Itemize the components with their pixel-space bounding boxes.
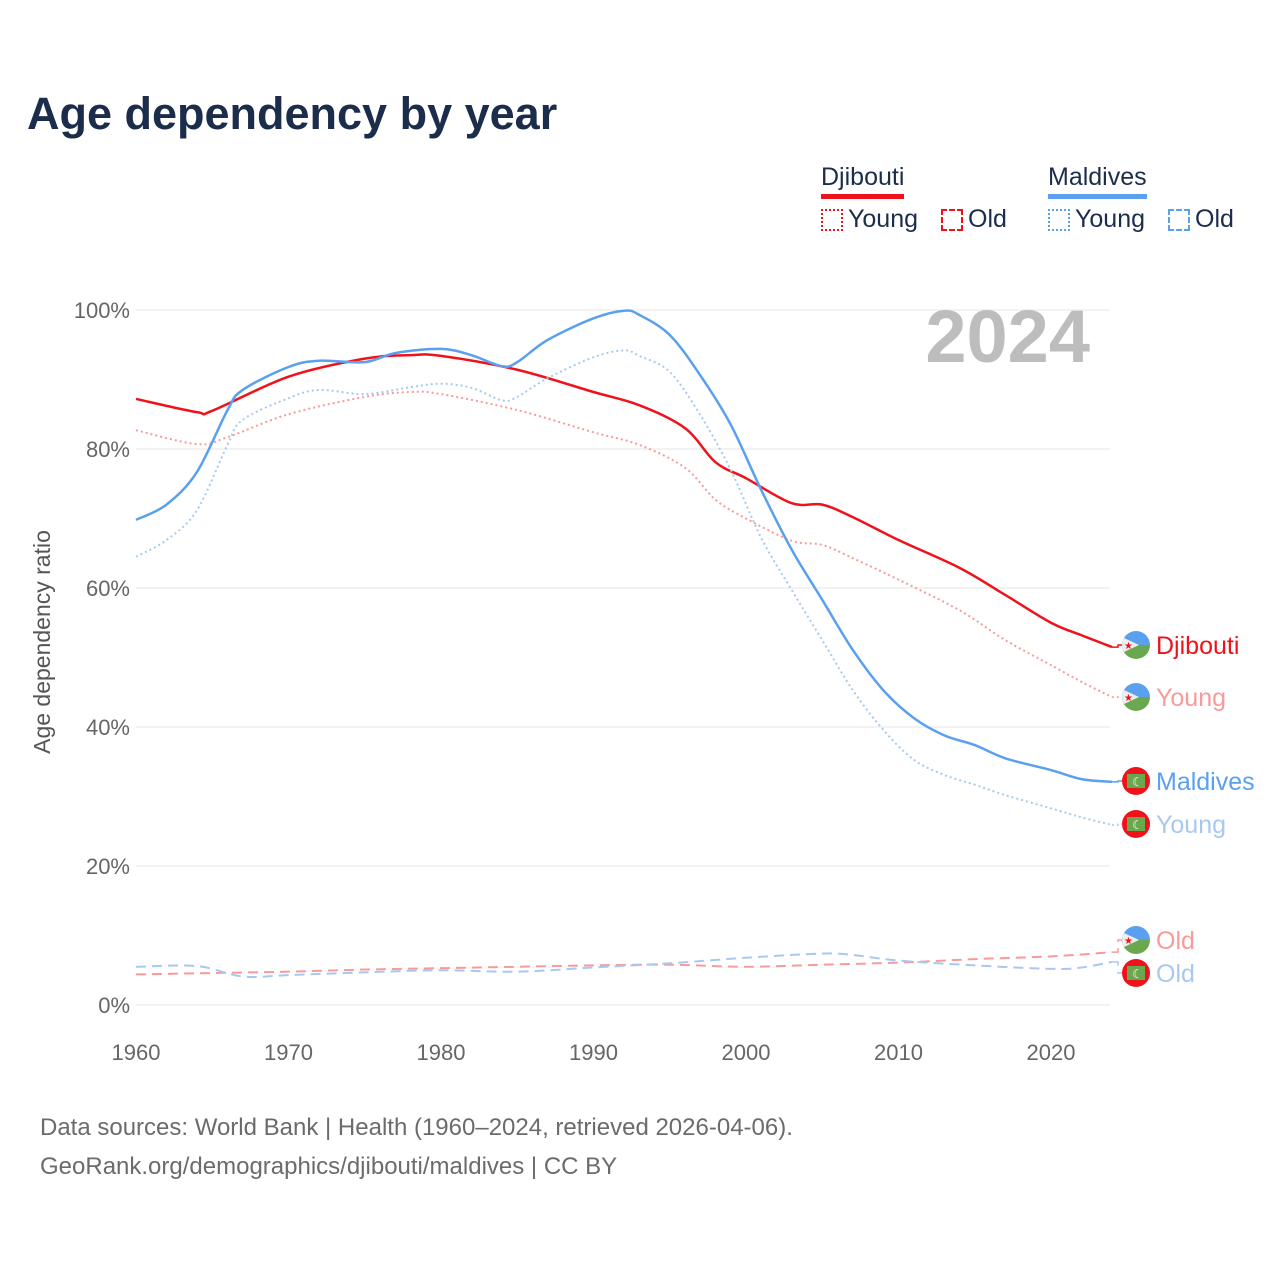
crescent-icon: ☾ — [1132, 967, 1143, 981]
x-tick-label: 1980 — [417, 1040, 466, 1065]
maldives-flag-icon: ☾ — [1122, 767, 1150, 795]
data-source-note: Data sources: World Bank | Health (1960–… — [40, 1114, 793, 1141]
series-end-label: Djibouti — [1156, 632, 1239, 660]
leader-line — [1112, 644, 1124, 648]
series-line-djibouti-young — [135, 390, 1113, 699]
dotted-swatch-icon — [821, 208, 843, 231]
y-tick-label: 100% — [74, 298, 130, 323]
dotted-swatch-icon — [1048, 208, 1070, 231]
series-end-label: Maldives — [1156, 768, 1255, 796]
legend-maldives[interactable]: Maldives — [1048, 163, 1147, 199]
flag-part — [1127, 817, 1145, 831]
y-tick-label: 80% — [86, 437, 130, 462]
attribution-link[interactable]: GeoRank.org/demographics/djibouti/maldiv… — [40, 1153, 618, 1180]
legend-label: Young — [848, 205, 918, 233]
dashed-swatch-icon — [941, 208, 963, 231]
djibouti-flag-icon: ★ — [1122, 631, 1150, 659]
x-tick-label: 2010 — [874, 1040, 923, 1065]
y-tick-label: 60% — [86, 576, 130, 601]
crescent-icon: ☾ — [1132, 818, 1143, 832]
flag-part — [1122, 933, 1139, 947]
flag-part — [1127, 774, 1145, 788]
star-icon: ★ — [1124, 693, 1133, 704]
series-end-label: Old — [1156, 927, 1195, 955]
series-line-maldives-young — [135, 349, 1113, 826]
dashed-swatch-icon — [1168, 208, 1190, 231]
djibouti-flag-icon: ★ — [1122, 683, 1150, 711]
maldives-flag-icon: ☾ — [1122, 959, 1150, 987]
x-tick-label: 1960 — [112, 1040, 161, 1065]
flag-part — [1122, 638, 1139, 652]
leader-line — [1112, 780, 1124, 783]
x-tick-label: 1970 — [264, 1040, 313, 1065]
legend-maldives-young[interactable]: Young — [1048, 205, 1145, 234]
series-end-label: Old — [1156, 960, 1195, 988]
legend-djibouti-old[interactable]: Old — [941, 205, 1007, 234]
series-end-label: Young — [1156, 811, 1226, 839]
flag-part — [1122, 690, 1139, 704]
legend-label: Old — [968, 205, 1007, 233]
legend-label: Old — [1195, 205, 1234, 233]
year-watermark: 2024 — [925, 295, 1090, 378]
legend-label: Young — [1075, 205, 1145, 233]
chart-title: Age dependency by year — [27, 88, 558, 139]
legend-djibouti-young[interactable]: Young — [821, 205, 918, 234]
legend-djibouti[interactable]: Djibouti — [821, 163, 905, 199]
star-icon: ★ — [1124, 936, 1133, 947]
y-axis-label: Age dependency ratio — [29, 530, 55, 754]
y-tick-label: 20% — [86, 854, 130, 879]
flag-part — [1127, 966, 1145, 980]
leader-line — [1112, 939, 1124, 953]
series-line-djibouti — [135, 353, 1113, 649]
y-tick-label: 40% — [86, 715, 130, 740]
footer: Data sources: World Bank | Health (1960–… — [40, 1108, 793, 1186]
maldives-flag-icon: ☾ — [1122, 810, 1150, 838]
crescent-icon: ☾ — [1132, 775, 1143, 789]
star-icon: ★ — [1124, 641, 1133, 652]
series-end-label: Young — [1156, 684, 1226, 712]
series-line-maldives-old — [135, 952, 1113, 979]
x-tick-label: 2000 — [722, 1040, 771, 1065]
leader-line — [1112, 823, 1124, 826]
legend-maldives-old[interactable]: Old — [1168, 205, 1234, 234]
leader-line — [1112, 961, 1124, 974]
series-line-maldives — [135, 309, 1113, 784]
y-tick-label: 0% — [98, 993, 130, 1018]
series-line-djibouti-old — [135, 951, 1113, 976]
djibouti-flag-icon: ★ — [1122, 926, 1150, 954]
x-tick-label: 2020 — [1027, 1040, 1076, 1065]
x-tick-label: 1990 — [569, 1040, 618, 1065]
